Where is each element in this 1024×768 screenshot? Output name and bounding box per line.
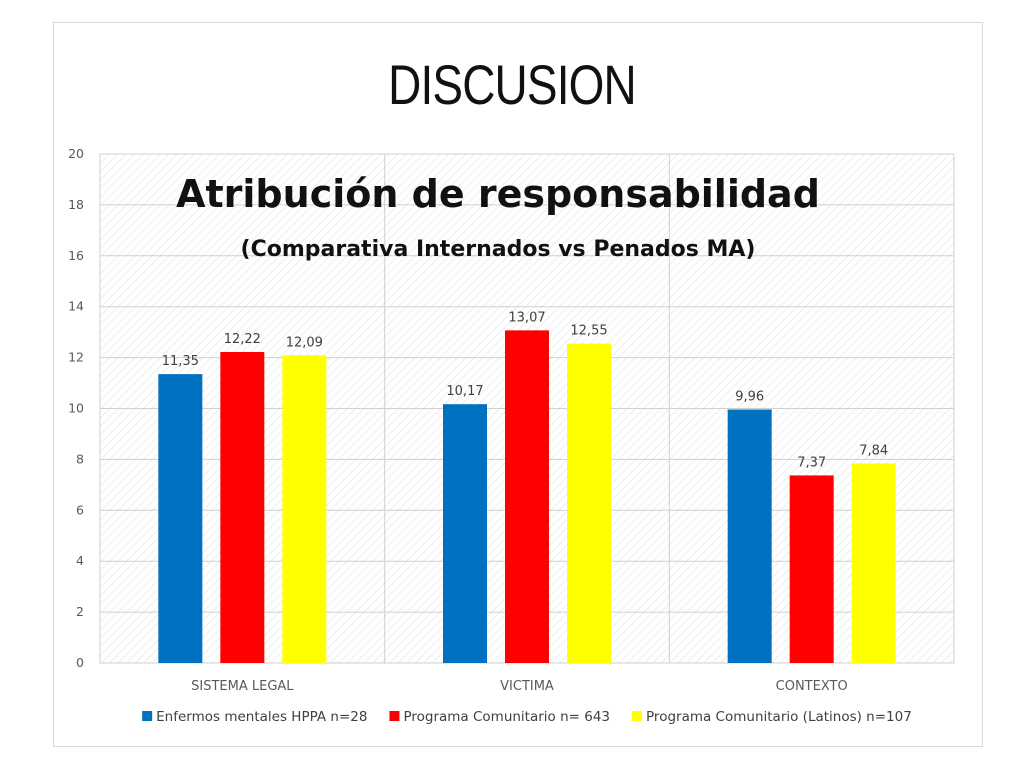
legend-swatch <box>632 711 643 721</box>
legend-swatch <box>142 711 153 721</box>
x-category-label: SISTEMA LEGAL <box>191 679 294 694</box>
legend-item: Programa Comunitario n= 643 <box>389 709 610 725</box>
y-tick-label: 0 <box>76 655 84 670</box>
bars <box>158 330 896 663</box>
y-tick-label: 6 <box>76 502 84 517</box>
data-label: 12,55 <box>570 324 607 339</box>
legend: Enfermos mentales HPPA n=28 Programa Comu… <box>142 709 912 725</box>
data-labels: 11,35 12,22 12,09 10,17 13,07 12,55 9,96 7,37 7,… <box>162 310 888 470</box>
data-label: 10,17 <box>446 384 483 399</box>
x-category-label: VICTIMA <box>500 679 554 694</box>
bar-3-2 <box>567 343 611 663</box>
legend-label: Enfermos mentales HPPA n=28 <box>156 709 367 725</box>
bar-3-1 <box>282 355 327 663</box>
bar-2-2 <box>505 330 549 663</box>
bar-1-2 <box>443 404 487 663</box>
y-tick-label: 4 <box>76 553 84 568</box>
chart-subtitle: (Comparativa Internados vs Penados MA) <box>241 237 756 262</box>
legend-label: Programa Comunitario n= 643 <box>403 709 610 725</box>
data-label: 7,84 <box>859 443 888 458</box>
chart-title: Atribución de responsabilidad <box>176 172 820 216</box>
legend-swatch <box>389 711 400 721</box>
legend-label: Programa Comunitario (Latinos) n=107 <box>646 709 912 725</box>
y-tick-label: 20 <box>68 146 84 161</box>
y-tick-label: 12 <box>68 350 84 365</box>
data-label: 7,37 <box>797 455 826 470</box>
data-label: 9,96 <box>735 390 764 405</box>
legend-item: Programa Comunitario (Latinos) n=107 <box>632 709 912 725</box>
x-axis-categories: SISTEMA LEGAL VICTIMA CONTEXTO <box>191 679 848 694</box>
bar-2-3 <box>789 475 834 663</box>
y-tick-label: 16 <box>68 248 84 263</box>
legend-item: Enfermos mentales HPPA n=28 <box>142 709 367 725</box>
y-axis-ticks: 0 2 4 6 8 10 12 14 16 18 20 <box>68 146 84 670</box>
bar-1-3 <box>727 409 772 663</box>
y-tick-label: 10 <box>68 401 84 416</box>
slide-title: DISCUSION <box>388 53 637 116</box>
y-tick-label: 2 <box>76 604 84 619</box>
bar-3-3 <box>851 463 896 663</box>
x-category-label: CONTEXTO <box>776 679 848 694</box>
bar-1-1 <box>158 374 203 663</box>
y-tick-label: 14 <box>68 299 84 314</box>
y-tick-label: 18 <box>68 197 84 212</box>
data-label: 13,07 <box>508 310 545 325</box>
y-tick-label: 8 <box>76 451 84 466</box>
data-label: 12,09 <box>286 335 323 350</box>
bar-2-1 <box>220 352 265 663</box>
data-label: 12,22 <box>224 332 261 347</box>
data-label: 11,35 <box>162 354 199 369</box>
